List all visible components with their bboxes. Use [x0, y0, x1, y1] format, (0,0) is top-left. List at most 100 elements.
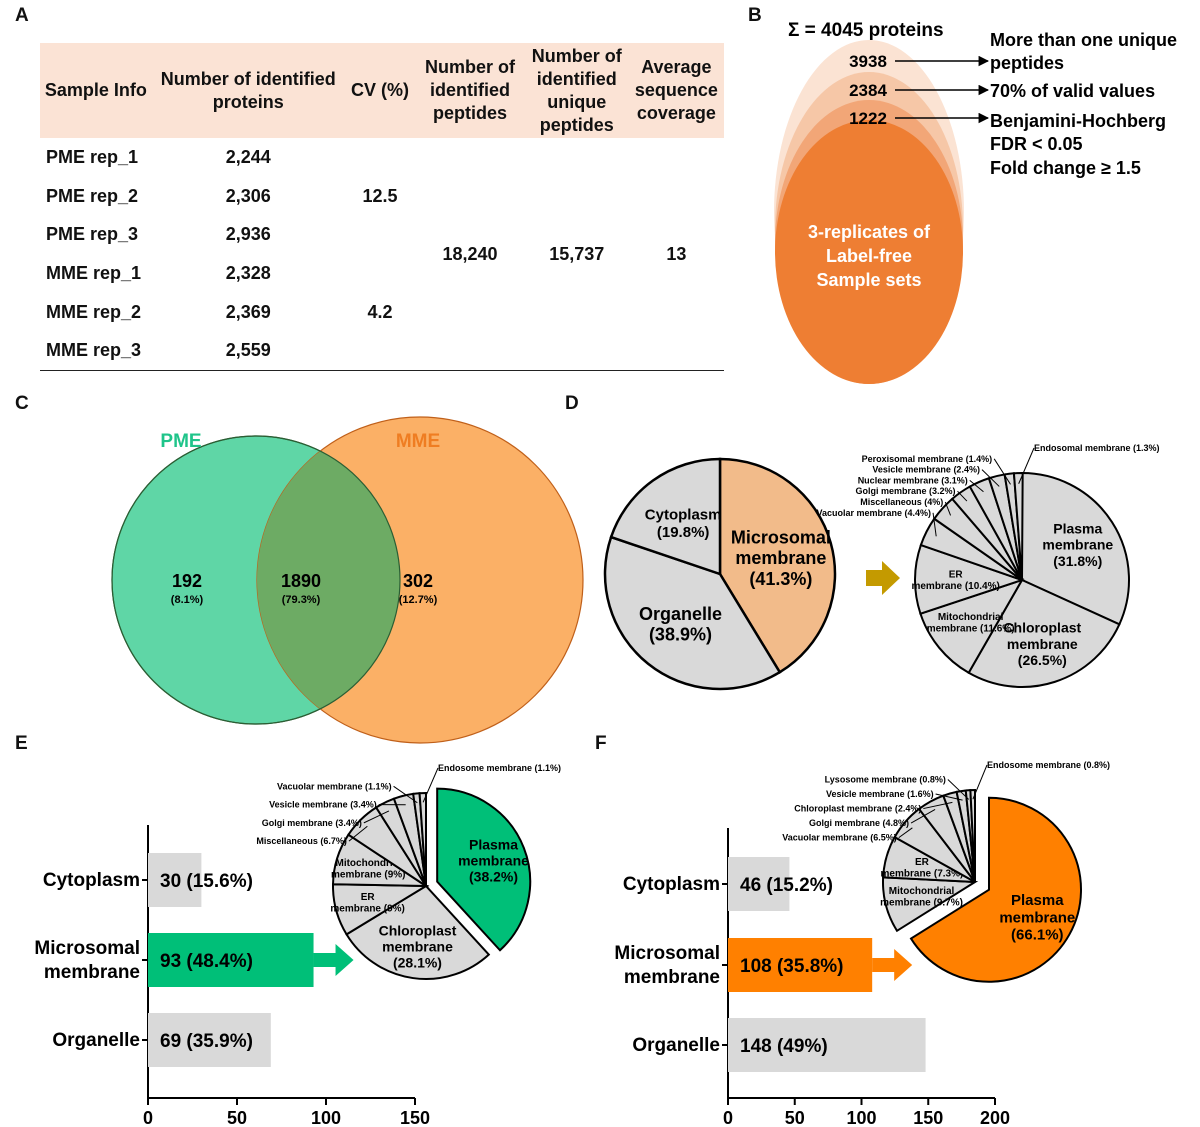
- slice-label: Peroxisomal membrane (1.4%): [862, 454, 993, 464]
- callout-line: [348, 825, 368, 842]
- table-row: PME rep_3 2,936: [40, 215, 724, 254]
- venn-pct: (79.3%): [282, 594, 321, 606]
- pie-slice: [418, 791, 427, 887]
- slice-label: Golgi membrane (3.4%): [262, 818, 362, 828]
- category-label: Cytoplasm: [623, 874, 720, 895]
- level-count: 1222: [849, 109, 887, 128]
- level-count: 3938: [849, 52, 887, 71]
- level-count: 2384: [849, 81, 887, 100]
- criterion: Fold change ≥ 1.5: [990, 158, 1141, 178]
- table-row: PME rep_1 2,244 12.5 18,240 15,737 13: [40, 138, 724, 372]
- venn-diagram: PME MME 192 (8.1%) 1890 (79.3%) 302 (12.…: [111, 416, 584, 744]
- callout-line: [910, 809, 936, 824]
- cv-mme-cell: 4.2: [344, 254, 416, 372]
- slice-label-line: ER: [949, 570, 964, 581]
- header-proteins: Number of identified proteins: [151, 43, 345, 138]
- slice-label: Lysosome membrane (0.8%): [825, 775, 946, 785]
- venn-outline: [111, 435, 401, 725]
- criterion: 70% of valid values: [990, 81, 1155, 101]
- proteins-cell: 2,936: [225, 224, 271, 245]
- slice-label-line: (28.1%): [393, 955, 442, 971]
- slice-label-line: Organelle: [639, 604, 722, 624]
- slice-label-line: membrane: [999, 909, 1075, 926]
- slice-label-line: membrane: [382, 938, 453, 954]
- slice-label: ER membrane (7.3%): [881, 857, 964, 880]
- callout-line: [393, 785, 418, 804]
- pie-slice: [345, 884, 491, 980]
- venn-value: 302: [403, 571, 433, 591]
- venn-value: 192: [172, 571, 202, 591]
- x-tick-label: 200: [980, 1108, 1010, 1127]
- bar: [148, 933, 314, 987]
- table-row: MME rep_2 2,369: [40, 293, 724, 332]
- slice-label-line: membrane: [458, 852, 529, 868]
- slice-label-line: ER: [361, 892, 376, 903]
- slice-label: Endosome membrane (1.1%): [438, 763, 561, 773]
- value-label: 93 (48.4%): [160, 951, 253, 972]
- pie-slice: [1021, 471, 1130, 626]
- slice-label: Cytoplasm (19.8%): [645, 507, 722, 541]
- callout-line: [972, 764, 988, 800]
- category-label-line: Microsomal: [34, 938, 140, 959]
- cv-pme-cell: 12.5: [362, 185, 398, 206]
- panel-label-d: D: [565, 393, 579, 414]
- sample-cell: MME rep_2: [46, 301, 142, 322]
- slice-label: Microsomal membrane (41.3%): [731, 527, 831, 588]
- unique-peptides-cell: 15,737: [524, 138, 629, 372]
- category-label-line: membrane: [44, 962, 140, 983]
- header-sample-info: Sample Info: [40, 43, 152, 138]
- slice-label: Vacuolar membrane (6.5%): [782, 833, 897, 843]
- x-tick-label: 100: [311, 1108, 341, 1127]
- panel-label-f: F: [595, 733, 607, 754]
- pie-slice: [967, 578, 1121, 688]
- bar: [728, 938, 873, 992]
- proteins-cell: 2,559: [151, 331, 345, 372]
- proteins-cell: 2,369: [225, 301, 271, 322]
- coverage-cell: 13: [628, 138, 724, 372]
- bar: [148, 853, 202, 907]
- pie-slice: [909, 796, 1082, 983]
- venn-overlap: [257, 436, 400, 724]
- category-label: Microsomal membrane: [34, 938, 140, 983]
- criterion: peptides: [990, 53, 1064, 73]
- slice-label-line: membrane (11.6%): [927, 623, 1015, 634]
- callout-line: [923, 801, 953, 810]
- bar: [728, 1018, 926, 1072]
- criterion: Benjamini-Hochberg: [990, 111, 1166, 131]
- callout-line: [935, 793, 963, 801]
- table-row: MME rep_1 2,328 4.2: [40, 254, 724, 372]
- pie-slice: [919, 578, 1025, 675]
- x-tick-label: 150: [400, 1108, 430, 1127]
- arrow-icon: [866, 561, 900, 595]
- slice-label: ER membrane (10.4%): [911, 570, 999, 593]
- core-label: Sample sets: [816, 270, 921, 290]
- slice-label-line: Plasma: [1053, 521, 1102, 537]
- slice-label-line: (41.3%): [749, 569, 812, 589]
- x-tick-label: 50: [227, 1108, 247, 1127]
- sample-cell: MME rep_1: [46, 262, 142, 283]
- slice-label-line: membrane (9%): [331, 870, 405, 881]
- funnel-level-3: [775, 120, 963, 384]
- category-label-line: Microsomal: [614, 943, 720, 964]
- slice-label: Plasma membrane (31.8%): [1042, 521, 1113, 569]
- slice-label: Vacuolar membrane (4.4%): [816, 508, 931, 518]
- panel-label-a: A: [15, 5, 29, 26]
- slice-label: Miscellaneous (4%): [860, 497, 943, 507]
- slice-label: Chloroplast membrane (26.5%): [1003, 620, 1081, 668]
- slice-label-line: Plasma: [469, 836, 518, 852]
- value-label: 69 (35.9%): [160, 1031, 253, 1052]
- pie-slice: [1012, 472, 1024, 581]
- slice-label-line: membrane: [1007, 636, 1078, 652]
- category-label: Organelle: [52, 1030, 140, 1051]
- slice-label-line: Microsomal: [731, 527, 831, 547]
- funnel-total: Σ = 4045 proteins: [788, 20, 944, 41]
- sample-cell: PME rep_3: [46, 224, 139, 245]
- slice-label: Endosomal membrane (1.3%): [1034, 443, 1160, 453]
- slice-label-line: membrane: [1042, 537, 1113, 553]
- slice-label: Mitochondrial membrane (9.7%): [880, 886, 963, 909]
- venn-label-pme: PME: [160, 431, 201, 452]
- slice-label-line: membrane (9%): [330, 903, 404, 914]
- pie-chart-mme-microsomal: Plasma membrane (66.1%)Mitochondrial membra…: [782, 760, 1110, 983]
